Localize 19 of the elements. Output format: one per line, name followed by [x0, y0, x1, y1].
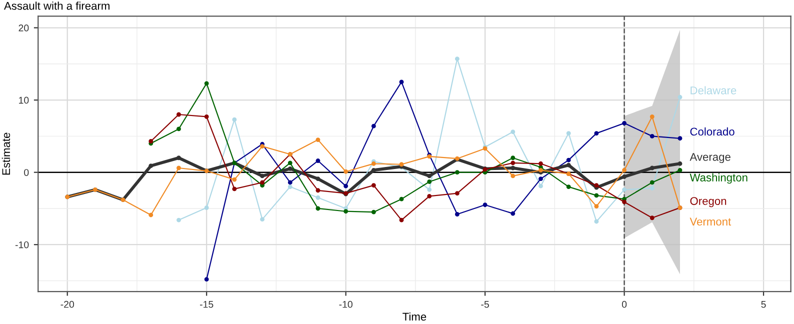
x-tick-label: 5 [761, 300, 766, 308]
x-tick-label: -15 [200, 300, 214, 308]
series-label: Delaware [690, 86, 736, 94]
series-label: Vermont [690, 218, 732, 226]
x-tick-label: 0 [622, 300, 627, 308]
series-label: Washington [690, 173, 748, 184]
chart-title: Assault with a firearm [4, 2, 110, 10]
series-label: Average [690, 153, 730, 164]
x-tick-label: -5 [481, 300, 489, 308]
y-axis-title: Estimate [2, 132, 10, 175]
y-tick-label: 10 [19, 96, 29, 104]
x-axis-title: Time [402, 312, 426, 321]
x-tick-label: -20 [60, 300, 74, 308]
y-tick-label: 0 [24, 169, 29, 176]
x-tick-label: -10 [339, 300, 352, 308]
series-label: Colorado [690, 127, 734, 136]
y-tick-label: -10 [15, 241, 29, 248]
y-tick-label: 20 [18, 24, 29, 32]
series-label: Oregon [690, 197, 726, 208]
